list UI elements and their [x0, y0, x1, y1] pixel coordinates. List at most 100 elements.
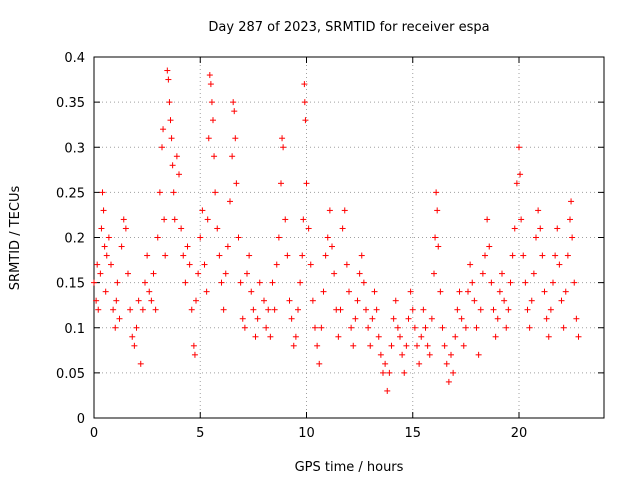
- data-point: [314, 342, 321, 349]
- data-point: [535, 207, 542, 214]
- data-point: [475, 351, 482, 358]
- x-axis-label: GPS time / hours: [295, 460, 404, 475]
- data-point: [371, 288, 378, 295]
- data-point: [169, 162, 176, 169]
- data-point: [232, 135, 239, 142]
- data-point: [173, 153, 180, 160]
- chart-title: Day 287 of 2023, SRMTID for receiver esp…: [208, 20, 489, 35]
- data-point: [94, 261, 101, 268]
- data-point: [220, 306, 227, 313]
- data-point: [309, 297, 316, 304]
- data-point: [547, 306, 554, 313]
- y-axis-ticks: 0 0.05 0.1 0.15 0.2 0.25 0.3 0.35 0.4: [56, 51, 604, 427]
- data-point: [122, 225, 129, 232]
- data-point: [484, 216, 491, 223]
- data-points: [91, 67, 582, 394]
- data-point: [518, 216, 525, 223]
- data-point: [564, 252, 571, 259]
- data-point: [316, 360, 323, 367]
- x-tick-label: 20: [511, 426, 528, 441]
- data-point: [511, 225, 518, 232]
- data-point: [299, 252, 306, 259]
- data-point: [369, 315, 376, 322]
- data-point: [212, 189, 219, 196]
- data-point: [295, 306, 301, 313]
- data-point: [208, 99, 215, 106]
- data-point: [428, 315, 435, 322]
- data-point: [146, 288, 153, 295]
- data-point: [435, 243, 442, 250]
- data-point: [326, 207, 333, 214]
- data-point: [382, 360, 389, 367]
- data-point: [131, 342, 138, 349]
- data-point: [100, 207, 107, 214]
- data-point: [129, 333, 136, 340]
- data-point: [454, 306, 461, 313]
- data-point: [159, 144, 165, 151]
- data-point: [335, 333, 342, 340]
- data-point: [392, 297, 399, 304]
- data-point: [462, 324, 469, 331]
- data-point: [322, 252, 329, 259]
- data-point: [354, 297, 361, 304]
- y-tick-label: 0.15: [56, 277, 85, 292]
- data-point: [388, 342, 395, 349]
- data-point: [331, 270, 338, 277]
- data-point: [191, 351, 198, 358]
- data-point: [161, 216, 168, 223]
- data-point: [456, 288, 463, 295]
- data-point: [244, 270, 250, 277]
- data-point: [384, 387, 391, 394]
- data-point: [91, 279, 97, 286]
- data-point: [144, 252, 151, 259]
- data-point: [250, 306, 257, 313]
- data-point: [433, 189, 440, 196]
- data-point: [380, 369, 386, 376]
- data-point: [450, 369, 457, 376]
- data-point: [222, 270, 229, 277]
- data-point: [460, 342, 467, 349]
- data-point: [496, 288, 503, 295]
- y-tick-label: 0.4: [64, 51, 85, 66]
- data-point: [127, 306, 134, 313]
- x-tick-label: 5: [196, 426, 204, 441]
- data-point: [367, 342, 374, 349]
- data-point: [375, 333, 382, 340]
- data-point: [150, 270, 157, 277]
- data-point: [569, 234, 576, 241]
- data-point: [473, 324, 480, 331]
- data-point: [269, 279, 276, 286]
- data-point: [93, 297, 100, 304]
- data-point: [530, 270, 537, 277]
- data-point: [558, 297, 565, 304]
- data-point: [188, 306, 195, 313]
- y-tick-label: 0.25: [56, 186, 85, 201]
- data-point: [186, 261, 193, 268]
- data-point: [516, 144, 522, 151]
- data-point: [154, 234, 161, 241]
- data-point: [167, 117, 174, 124]
- data-point: [399, 351, 406, 358]
- data-point: [279, 135, 286, 142]
- data-point: [280, 144, 287, 151]
- data-point: [241, 324, 248, 331]
- data-point: [339, 225, 346, 232]
- data-point: [390, 315, 397, 322]
- data-point: [416, 360, 423, 367]
- x-tick-label: 0: [90, 426, 98, 441]
- data-point: [346, 288, 352, 295]
- data-point: [409, 306, 416, 313]
- data-point: [312, 324, 318, 331]
- data-point: [524, 306, 531, 313]
- data-point: [488, 279, 495, 286]
- data-point: [103, 252, 110, 259]
- data-point: [118, 243, 125, 250]
- data-point: [482, 252, 488, 259]
- y-axis-label: SRMTID / TECUs: [8, 186, 23, 291]
- data-point: [420, 306, 427, 313]
- data-point: [320, 288, 327, 295]
- data-point: [178, 225, 185, 232]
- data-point: [432, 234, 439, 241]
- data-point: [539, 252, 546, 259]
- data-point: [443, 360, 450, 367]
